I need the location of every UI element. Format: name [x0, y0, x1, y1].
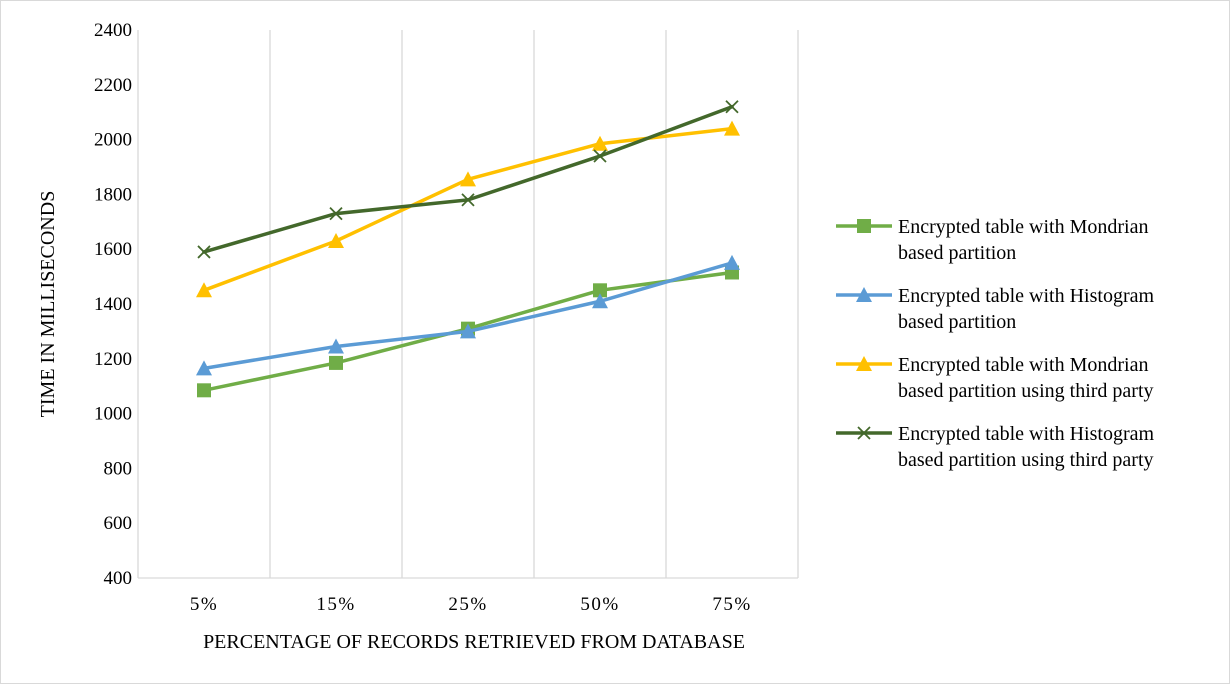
x-marker-stroke: [197, 245, 211, 259]
y-tick-label: 2000: [94, 130, 132, 151]
data-point-triangle: [856, 287, 872, 302]
data-point-x: [197, 245, 211, 259]
x-marker-stroke: [329, 206, 343, 221]
x-tick-label: 5%: [190, 594, 218, 615]
data-point-x: [725, 100, 739, 114]
x-marker-stroke: [857, 426, 871, 440]
data-point-triangle: [460, 323, 476, 339]
y-tick-label: 2400: [94, 20, 132, 41]
y-tick-label: 1600: [94, 239, 132, 260]
x-axis-title: PERCENTAGE OF RECORDS RETRIEVED FROM DAT…: [203, 631, 745, 653]
x-tick-label: 50%: [580, 594, 619, 615]
x-marker-stroke: [725, 100, 739, 114]
legend-label: based partition: [898, 242, 1016, 264]
x-tick-label: 15%: [316, 594, 355, 615]
legend-label: based partition using third party: [898, 449, 1154, 471]
gridlines: [137, 30, 799, 578]
legend-item: Encrypted table with Histogram based part…: [836, 423, 1154, 471]
data-point-x: [329, 206, 343, 221]
x-axis-ticks: 5% 15% 25% 50% 75%: [190, 594, 751, 615]
data-point-triangle: [328, 338, 344, 354]
data-point-square: [857, 219, 871, 233]
y-tick-label: 1200: [94, 349, 132, 370]
series-line: [202, 126, 734, 293]
data-point-triangle: [592, 293, 608, 309]
x-marker-stroke: [461, 193, 475, 207]
data-point-triangle: [724, 120, 740, 136]
data-point-triangle: [460, 171, 476, 187]
legend-label: based partition using third party: [898, 380, 1154, 402]
x-tick-label: 75%: [712, 594, 751, 615]
series: [197, 100, 739, 259]
y-tick-label: 400: [104, 568, 133, 589]
series-line: [202, 261, 734, 371]
data-point-square: [593, 283, 607, 298]
series-layer: [196, 100, 740, 398]
y-axis-title: TIME IN MILLISECONDS: [37, 191, 59, 418]
data-point-square: [197, 383, 211, 398]
legend-label: Encrypted table with Histogram: [898, 285, 1154, 307]
series: [196, 254, 740, 376]
y-axis-ticks: 400 600 800 1000 1200 1400 1600 1800 2000 2200 240…: [94, 20, 132, 589]
y-tick-label: 2200: [94, 75, 132, 96]
y-tick-label: 600: [104, 513, 133, 534]
y-tick-label: 1000: [94, 404, 132, 425]
legend-item: Encrypted table with Mondrian based parti…: [836, 216, 1149, 264]
y-tick-label: 1400: [94, 294, 132, 315]
data-point-triangle: [592, 135, 608, 151]
data-point-x: [857, 426, 871, 440]
legend: Encrypted table with Mondrian based parti…: [836, 216, 1154, 471]
data-point-triangle: [196, 360, 212, 376]
x-tick-label: 25%: [448, 594, 487, 615]
series: [196, 120, 740, 298]
legend-label: Encrypted table with Histogram: [898, 423, 1154, 445]
legend-item: Encrypted table with Mondrian based parti…: [836, 354, 1154, 402]
data-point-triangle: [196, 282, 212, 298]
legend-label: based partition: [898, 311, 1016, 333]
data-point-x: [593, 149, 607, 163]
data-point-triangle: [724, 254, 740, 270]
data-point-square: [329, 355, 343, 370]
legend-item: Encrypted table with Histogram based part…: [836, 285, 1154, 333]
y-tick-label: 800: [104, 458, 133, 479]
y-tick-label: 1800: [94, 184, 132, 205]
data-point-x: [461, 193, 475, 207]
x-marker-stroke: [593, 149, 607, 163]
legend-label: Encrypted table with Mondrian: [898, 216, 1149, 238]
legend-label: Encrypted table with Mondrian: [898, 354, 1149, 376]
data-point-triangle: [856, 356, 872, 371]
data-point-triangle: [328, 232, 344, 248]
